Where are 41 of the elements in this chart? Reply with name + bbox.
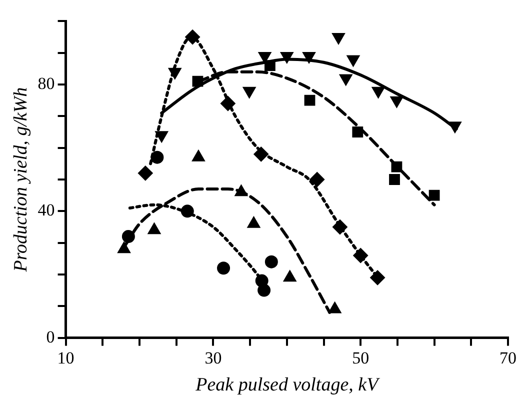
point	[220, 96, 236, 112]
point	[280, 52, 294, 64]
point	[390, 96, 404, 108]
point	[168, 68, 182, 80]
point	[264, 255, 278, 268]
point	[352, 126, 364, 138]
y-tick-label: 0	[46, 327, 55, 346]
point	[155, 131, 168, 143]
point	[310, 172, 325, 187]
point	[138, 166, 153, 181]
point	[389, 174, 400, 185]
y-tick-label: 40	[38, 200, 55, 220]
point	[254, 146, 269, 162]
x-tick-label: 70	[500, 348, 516, 368]
point	[428, 190, 440, 201]
y-axis-title: Production yield, g/kWh	[10, 87, 32, 273]
x-tick-label: 10	[57, 348, 74, 368]
point	[117, 242, 131, 254]
point	[332, 219, 348, 234]
point	[339, 74, 352, 86]
point	[217, 262, 230, 275]
y-tick-label: 80	[38, 74, 55, 93]
point	[283, 270, 296, 282]
point	[391, 161, 402, 172]
point	[372, 86, 385, 98]
point	[180, 204, 194, 218]
point	[122, 230, 135, 243]
point	[242, 86, 256, 98]
x-tick-label: 30	[204, 348, 222, 368]
point	[328, 302, 342, 314]
point	[258, 284, 271, 297]
point	[332, 33, 346, 45]
point	[370, 270, 386, 286]
x-axis-title: Peak pulsed voltage, kV	[194, 374, 381, 396]
point	[304, 94, 316, 106]
point	[346, 55, 360, 67]
x-tick-label: 50	[352, 348, 370, 368]
point	[353, 248, 368, 263]
point	[148, 222, 161, 234]
point	[302, 52, 316, 64]
point	[448, 122, 462, 134]
